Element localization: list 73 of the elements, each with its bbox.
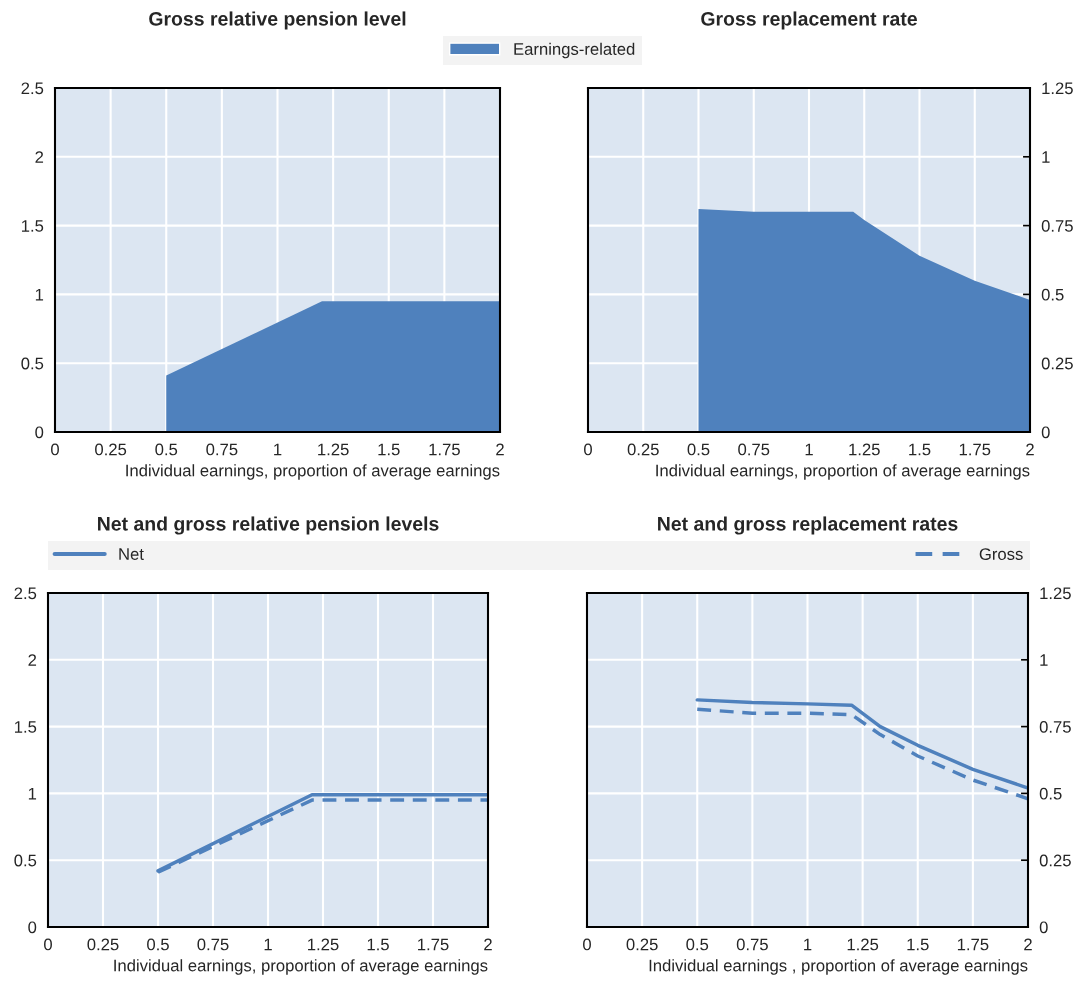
x-tick-label: 1.5	[367, 938, 389, 951]
x-tick-label: 1	[805, 443, 813, 456]
line-series	[695, 707, 1028, 801]
y-tick-label: 2	[28, 654, 37, 666]
x-tick-label: 1	[264, 938, 272, 951]
y-tick-label: 0	[1041, 426, 1050, 439]
x-tick-label: 0.75	[197, 938, 229, 951]
chart-title: Net and gross replacement rates	[658, 516, 958, 535]
x-tick-label: 1.75	[959, 443, 991, 456]
x-tick-label: 1.75	[429, 443, 460, 456]
x-axis-title: Individual earnings , proportion of average earnings	[649, 959, 1028, 975]
x-tick-label: 2	[484, 938, 492, 951]
x-tick-label: 1	[804, 938, 812, 951]
x-tick-label: 0.25	[627, 443, 659, 456]
y-tick-label: 0.5	[1039, 787, 1062, 800]
x-tick-label: 0.5	[155, 443, 178, 456]
y-tick-label: 1	[1040, 654, 1048, 666]
chart-title: Gross replacement rate	[701, 11, 917, 30]
y-tick-label: 1	[28, 787, 37, 800]
chart-title: Gross relative pension level	[149, 11, 406, 30]
x-tick-label: 1.75	[418, 938, 449, 951]
x-axis-title: Individual earnings, proportion of average earnings	[114, 959, 488, 975]
x-tick-label: 0	[583, 938, 591, 951]
x-tick-label: 0.5	[147, 938, 169, 951]
x-tick-label: 2	[1024, 938, 1032, 951]
x-tick-label: 0.25	[87, 938, 119, 951]
x-tick-label: 0	[51, 443, 59, 456]
legend-label: Gross	[979, 548, 1023, 560]
x-tick-label: 1.25	[849, 443, 880, 456]
x-tick-label: 0.5	[687, 443, 710, 456]
y-tick-label: 0.5	[21, 357, 44, 370]
x-tick-label: 1.5	[909, 443, 931, 456]
y-tick-label: 2.5	[21, 82, 44, 95]
y-tick-label: 0.75	[1039, 721, 1071, 733]
x-tick-label: 0.5	[686, 938, 709, 951]
x-tick-label: 1.25	[847, 938, 879, 951]
y-tick-label: 1.5	[14, 721, 37, 733]
x-tick-label: 0	[44, 938, 52, 951]
x-axis-title: Individual earnings, proportion of average earnings	[126, 464, 500, 480]
line-series	[695, 698, 1028, 790]
x-tick-label: 1.25	[308, 938, 339, 951]
y-tick-label: 0.5	[1041, 288, 1064, 301]
y-tick-label: 2	[35, 151, 44, 163]
x-tick-label: 2	[1026, 443, 1034, 456]
x-axis-title: Individual earnings, proportion of average earnings	[656, 464, 1030, 480]
y-tick-label: 1.25	[1042, 82, 1073, 95]
x-tick-label: 2	[496, 443, 504, 456]
y-tick-label: 2.5	[14, 587, 37, 600]
y-tick-label: 0	[35, 426, 44, 439]
y-tick-label: 1	[35, 288, 44, 301]
x-tick-label: 0.75	[206, 443, 238, 456]
y-tick-label: 1.5	[21, 220, 44, 232]
y-tick-label: 0.75	[1041, 220, 1073, 232]
y-tick-label: 0.25	[1041, 357, 1073, 370]
y-tick-label: 1.25	[1040, 587, 1071, 600]
x-tick-label: 0.25	[95, 443, 127, 456]
y-tick-label: 0.5	[14, 854, 37, 867]
legend-label: Earnings-related	[514, 42, 635, 59]
x-tick-label: 1.5	[907, 938, 929, 951]
x-tick-label: 1	[274, 443, 282, 456]
x-tick-label: 1.25	[318, 443, 349, 456]
y-tick-label: 0	[28, 921, 37, 934]
legend-label: Net	[119, 548, 144, 560]
y-tick-label: 0	[1039, 921, 1048, 934]
chart-title: Net and gross relative pension levels	[98, 516, 439, 535]
x-tick-label: 1.5	[378, 443, 400, 456]
x-tick-label: 0.75	[738, 443, 770, 456]
x-tick-label: 0	[584, 443, 592, 456]
y-tick-label: 1	[1042, 151, 1050, 163]
y-tick-label: 0.25	[1039, 854, 1071, 867]
x-tick-label: 0.75	[736, 938, 768, 951]
x-tick-label: 0.25	[626, 938, 658, 951]
x-tick-label: 1.75	[957, 938, 989, 951]
